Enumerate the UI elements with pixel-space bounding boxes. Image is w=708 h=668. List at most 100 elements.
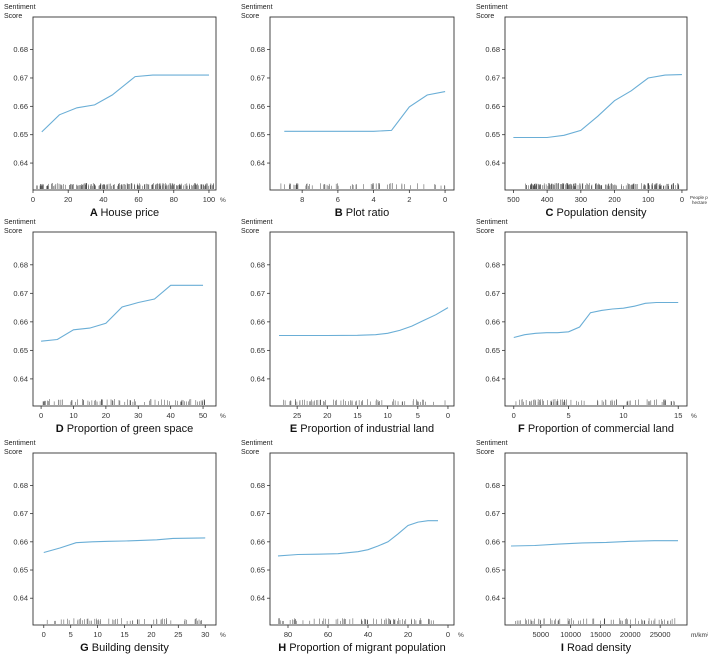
panel-a: Sentiment Score 0.64 0.65 0.66 0.67 0.68 0 20 40 6…	[4, 4, 226, 219]
panel-letter: G	[80, 642, 92, 654]
y-tick-label: 0.68	[485, 260, 500, 269]
y-tick-label: 0.66	[13, 537, 28, 546]
y-axis-label-line1: Sentiment	[241, 440, 273, 447]
rug-plot	[280, 183, 446, 189]
y-tick-label: 0.67	[250, 509, 265, 518]
y-tick-label: 0.65	[13, 566, 28, 575]
panel-c: Sentiment Score 0.64 0.65 0.66 0.67 0.68 500 400…	[476, 4, 708, 219]
y-tick-label: 0.67	[250, 73, 265, 82]
panel-title: G Building density	[80, 642, 169, 654]
y-tick-label: 0.67	[485, 289, 500, 298]
rug-plot	[515, 399, 675, 405]
y-tick-label: 0.64	[485, 374, 500, 383]
y-tick-label: 0.67	[13, 289, 28, 298]
y-tick-label: 0.64	[485, 594, 500, 603]
y-tick-label: 0.67	[13, 73, 28, 82]
x-tick-label: 400	[541, 195, 554, 204]
x-unit-label: %	[458, 632, 464, 639]
y-tick-label: 0.64	[250, 374, 265, 383]
y-tick-label: 0.65	[485, 346, 500, 355]
y-axis-label-line2: Score	[241, 13, 259, 20]
y-tick-label: 0.65	[13, 346, 28, 355]
panel-letter: D	[56, 423, 67, 435]
y-tick-label: 0.66	[250, 537, 265, 546]
x-tick-label: 8	[300, 195, 304, 204]
x-tick-label: 6	[336, 195, 340, 204]
x-tick-label: 50	[199, 411, 207, 420]
plot-frame	[269, 16, 455, 191]
y-tick-label: 0.67	[250, 289, 265, 298]
y-tick-label: 0.68	[485, 481, 500, 490]
y-axis-label-line2: Score	[4, 449, 22, 456]
plot-frame	[32, 231, 217, 407]
y-tick-label: 0.68	[13, 45, 28, 54]
panel-title-text: House price	[100, 207, 159, 219]
y-tick-label: 0.68	[250, 45, 265, 54]
x-tick-label: 40	[166, 411, 174, 420]
panel-letter: H	[278, 642, 289, 654]
y-tick-label: 0.66	[485, 102, 500, 111]
panel-letter: A	[90, 207, 101, 219]
x-tick-label: 100	[203, 195, 216, 204]
panel-title-text: Proportion of commercial land	[528, 423, 674, 435]
x-tick-label: 0	[680, 195, 684, 204]
x-tick-label: 5	[567, 411, 571, 420]
panel-title: D Proportion of green space	[56, 423, 194, 435]
x-tick-label: 0	[39, 411, 43, 420]
y-tick-label: 0.64	[485, 159, 500, 168]
y-axis-label-line2: Score	[476, 228, 494, 235]
x-tick-label: 0	[42, 630, 46, 639]
series-line	[279, 307, 449, 337]
x-tick-label: 5000	[532, 630, 549, 639]
series-line	[41, 74, 209, 133]
x-unit-label: %	[220, 413, 226, 420]
panel-d: Sentiment Score 0.64 0.65 0.66 0.67 0.68 0 10 20 3…	[4, 219, 226, 435]
x-unit-label: %	[220, 197, 226, 204]
y-tick-label: 0.64	[13, 159, 28, 168]
y-axis-label-line1: Sentiment	[476, 4, 508, 11]
x-tick-label: 20	[323, 411, 331, 420]
x-tick-label: 80	[170, 195, 178, 204]
y-axis-label-line2: Score	[241, 449, 259, 456]
y-tick-label: 0.68	[13, 481, 28, 490]
series-line	[43, 537, 206, 554]
x-unit-label: %	[220, 632, 226, 639]
x-tick-label: 25	[174, 630, 182, 639]
y-tick-label: 0.68	[250, 481, 265, 490]
y-axis-label-line1: Sentiment	[4, 4, 36, 11]
panel-title: E Proportion of industrial land	[290, 423, 434, 435]
x-tick-label: 0	[31, 195, 35, 204]
panel-g: Sentiment Score 0.64 0.65 0.66 0.67 0.68 0 5 10 15…	[4, 440, 226, 654]
y-tick-label: 0.65	[250, 130, 265, 139]
panel-title: B Plot ratio	[335, 207, 389, 219]
y-tick-label: 0.64	[13, 594, 28, 603]
series-line	[510, 540, 678, 547]
x-tick-label: 500	[507, 195, 520, 204]
y-axis-label-line1: Sentiment	[476, 440, 508, 447]
panel-title: A House price	[90, 207, 159, 219]
series-line	[284, 91, 446, 132]
panel-title-text: Plot ratio	[346, 207, 389, 219]
plot-frame	[504, 231, 688, 407]
y-tick-label: 0.66	[485, 317, 500, 326]
rug-plot	[515, 618, 676, 624]
rug-plot	[283, 399, 446, 405]
y-axis-label-line2: Score	[4, 13, 22, 20]
y-tick-label: 0.64	[250, 594, 265, 603]
y-tick-label: 0.64	[250, 159, 265, 168]
panel-letter: E	[290, 423, 300, 435]
plot-frame	[504, 452, 688, 626]
x-tick-label: 100	[642, 195, 655, 204]
y-tick-label: 0.64	[13, 374, 28, 383]
x-tick-label: 30	[201, 630, 209, 639]
panel-letter: B	[335, 207, 346, 219]
series-line	[41, 284, 203, 342]
x-tick-label: 5	[69, 630, 73, 639]
x-tick-label: 40	[99, 195, 107, 204]
y-axis-label-line1: Sentiment	[4, 219, 36, 226]
panel-b: Sentiment Score 0.64 0.65 0.66 0.67 0.68 8 6 4 2 0 B…	[241, 4, 455, 219]
panel-title: F Proportion of commercial land	[518, 423, 674, 435]
plot-frame	[32, 16, 217, 191]
y-axis-label-line2: Score	[4, 228, 22, 235]
panel-title-text: Proportion of migrant population	[289, 642, 446, 654]
